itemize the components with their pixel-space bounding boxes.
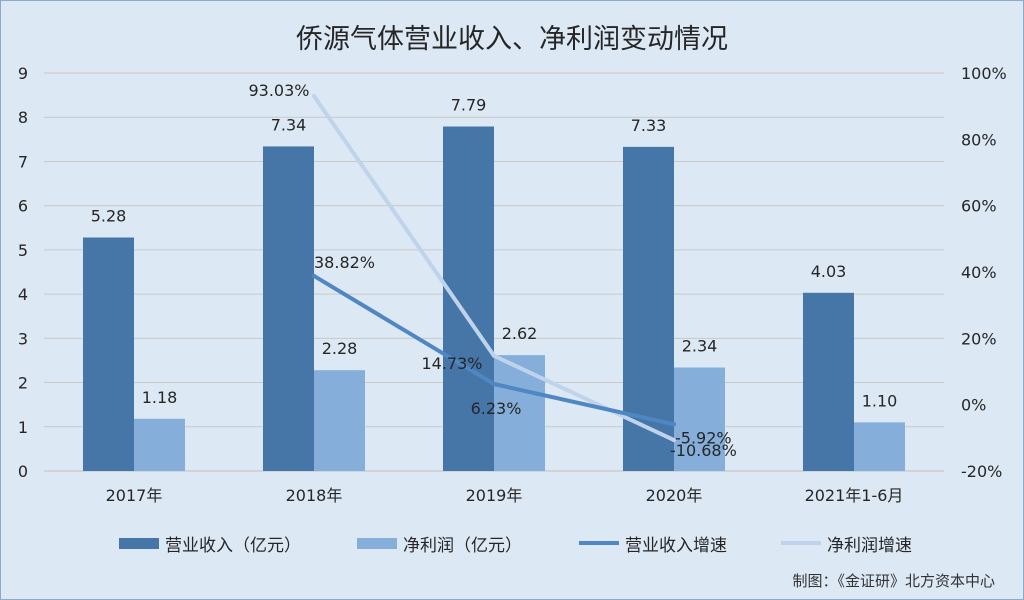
line-data-label: -10.68% xyxy=(670,441,737,460)
y-left-tick-label: 9 xyxy=(18,64,28,83)
x-tick-label: 2018年 xyxy=(286,486,343,505)
bar xyxy=(314,370,365,471)
source-note: 制图：《金证研》北方资本中心 xyxy=(792,572,995,590)
bar-data-label: 4.03 xyxy=(811,262,847,281)
line-data-label: 14.73% xyxy=(421,354,482,373)
bar-data-label: 1.10 xyxy=(862,391,898,410)
bar xyxy=(443,126,494,472)
y-left-tick-label: 2 xyxy=(18,374,28,393)
legend-swatch xyxy=(357,537,397,549)
x-tick-label: 2017年 xyxy=(106,486,163,505)
y-left-tick-label: 7 xyxy=(18,152,28,171)
legend-item: 营业收入（亿元） xyxy=(119,529,301,557)
y-left-tick-label: 0 xyxy=(18,462,28,481)
y-left-tick-label: 8 xyxy=(18,108,28,127)
line-point xyxy=(312,273,316,278)
bar xyxy=(803,292,854,471)
x-tick-label: 2021年1-6月 xyxy=(805,486,904,505)
legend-label: 营业收入（亿元） xyxy=(165,535,301,556)
line-point xyxy=(492,382,496,387)
y-right-tick-label: 20% xyxy=(961,329,997,348)
bar xyxy=(263,146,314,472)
legend-item: 净利润增速 xyxy=(781,529,912,557)
bar xyxy=(674,367,725,471)
bar-data-label: 7.33 xyxy=(631,116,667,135)
y-left-tick-label: 6 xyxy=(18,197,28,216)
y-right-tick-label: 80% xyxy=(961,130,997,149)
y-left-tick-label: 1 xyxy=(18,418,28,437)
x-tick-label: 2019年 xyxy=(466,486,523,505)
legend-item: 营业收入增速 xyxy=(579,529,727,557)
legend-label: 营业收入增速 xyxy=(625,535,727,556)
y-left-tick-label: 3 xyxy=(18,329,28,348)
y-right-tick-label: -20% xyxy=(961,462,1002,481)
legend-swatch xyxy=(119,537,159,549)
legend-swatch xyxy=(579,541,619,545)
legend-swatch xyxy=(781,541,821,545)
line-point xyxy=(312,94,316,99)
bar-data-label: 2.28 xyxy=(322,339,358,358)
bar-data-label: 2.62 xyxy=(502,324,538,343)
bar-data-label: 1.18 xyxy=(142,388,178,407)
line-point xyxy=(672,422,676,427)
line-data-label: 6.23% xyxy=(471,399,522,418)
line-data-label: 93.03% xyxy=(248,81,309,100)
x-tick-label: 2020年 xyxy=(646,486,703,505)
legend-label: 净利润（亿元） xyxy=(403,535,522,556)
line-point xyxy=(672,438,676,443)
y-left-tick-label: 5 xyxy=(18,241,28,260)
y-left-tick-label: 4 xyxy=(18,285,28,304)
y-right-tick-label: 40% xyxy=(961,263,997,282)
legend-label: 净利润增速 xyxy=(827,535,912,556)
line-point xyxy=(492,353,496,358)
y-right-tick-label: 0% xyxy=(961,396,986,415)
line-data-label: 38.82% xyxy=(314,253,375,272)
bar-data-label: 7.34 xyxy=(271,115,307,134)
bar xyxy=(134,418,185,471)
bar xyxy=(854,422,905,471)
chart-plot: 0 1 2 3 4 5 6 7 8 9 -20% 0% 20% 40% 60% 80% 100% 2017年 201… xyxy=(18,64,1007,505)
line-data-label: -5.92% xyxy=(675,428,732,447)
bar-data-label: 2.34 xyxy=(682,337,718,356)
bar-data-label: 5.28 xyxy=(91,207,127,226)
chart-legend: 营业收入（亿元） 净利润（亿元） 营业收入增速 净利润增速 xyxy=(1,529,1023,557)
y-right-tick-label: 100% xyxy=(961,64,1007,83)
bar-data-label: 7.79 xyxy=(451,96,487,115)
legend-item: 净利润（亿元） xyxy=(357,529,522,557)
chart-title: 侨源气体营业收入、净利润变动情况 xyxy=(296,24,728,55)
y-right-tick-label: 60% xyxy=(961,197,997,216)
bar xyxy=(83,237,134,471)
